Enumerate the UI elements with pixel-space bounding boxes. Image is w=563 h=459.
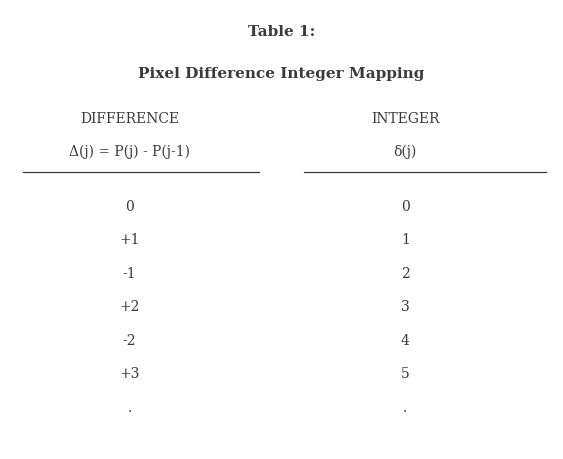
Text: δ(j): δ(j) <box>394 145 417 159</box>
Text: 2: 2 <box>401 267 410 281</box>
Text: 0: 0 <box>125 200 134 214</box>
Text: 5: 5 <box>401 367 410 381</box>
Text: 0: 0 <box>401 200 410 214</box>
Text: 3: 3 <box>401 300 410 314</box>
Text: 1: 1 <box>401 233 410 247</box>
Text: INTEGER: INTEGER <box>371 112 440 127</box>
Text: +1: +1 <box>119 233 140 247</box>
Text: .: . <box>127 401 132 415</box>
Text: Table 1:: Table 1: <box>248 25 315 39</box>
Text: Δ(j) = P(j) - P(j-1): Δ(j) = P(j) - P(j-1) <box>69 145 190 159</box>
Text: -1: -1 <box>123 267 136 281</box>
Text: +3: +3 <box>119 367 140 381</box>
Text: DIFFERENCE: DIFFERENCE <box>80 112 179 127</box>
Text: 4: 4 <box>401 334 410 348</box>
Text: Pixel Difference Integer Mapping: Pixel Difference Integer Mapping <box>138 67 425 81</box>
Text: .: . <box>403 401 408 415</box>
Text: -2: -2 <box>123 334 136 348</box>
Text: +2: +2 <box>119 300 140 314</box>
